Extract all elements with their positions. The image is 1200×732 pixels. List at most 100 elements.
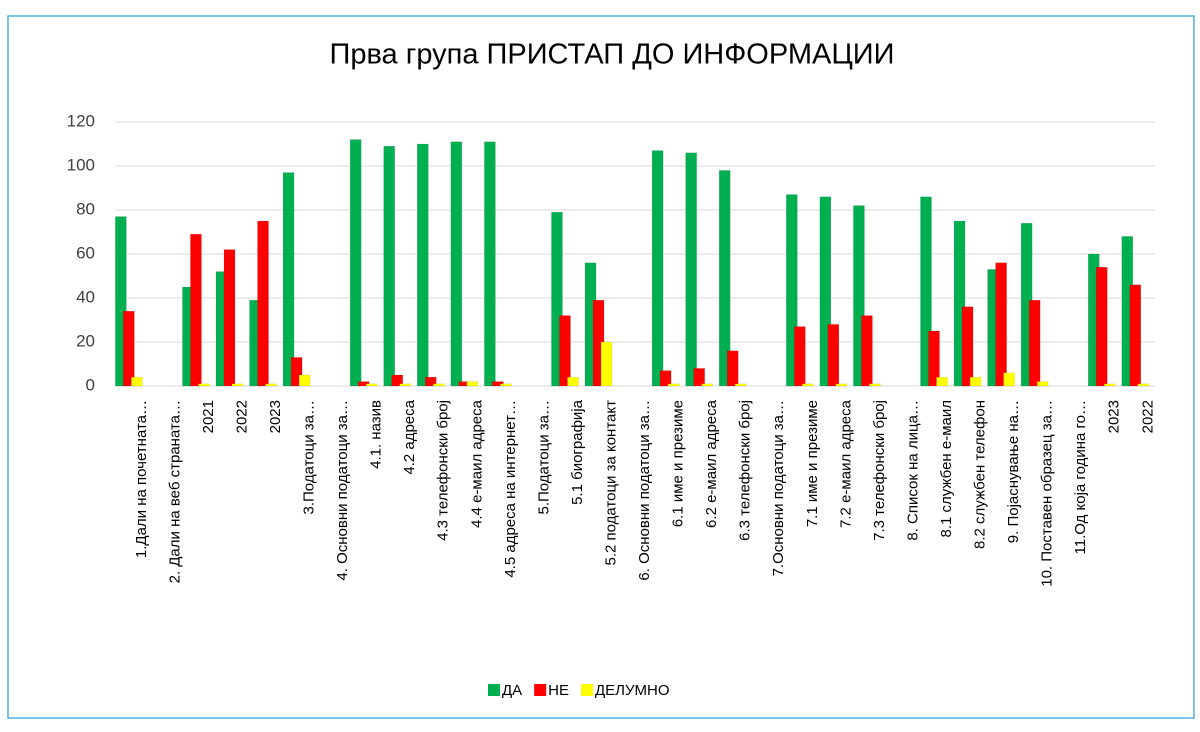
bar xyxy=(693,368,705,387)
bar xyxy=(869,383,881,387)
bar xyxy=(198,383,210,387)
bar xyxy=(450,141,463,387)
x-tick-label: 3.Податоци за… xyxy=(301,400,318,514)
x-tick-label: 8.1 службен е-маил xyxy=(938,400,955,537)
bar xyxy=(391,374,403,387)
bar xyxy=(659,370,672,387)
bar xyxy=(600,341,613,387)
bar xyxy=(559,315,571,387)
y-tick-label: 20 xyxy=(76,331,95,350)
bar xyxy=(231,383,244,387)
x-tick-label: 7.2 е-маил адреса xyxy=(837,399,854,528)
x-tick-label: 9. Појаснување на… xyxy=(1005,400,1022,543)
bar xyxy=(567,376,579,387)
x-tick-label: 4.3 телефонски број xyxy=(435,400,452,541)
bar xyxy=(257,220,269,387)
bar xyxy=(701,383,713,387)
legend-swatch xyxy=(534,684,547,696)
legend-label: ДЕЛУМНО xyxy=(595,682,670,699)
bar xyxy=(667,383,680,387)
bar xyxy=(115,216,127,387)
bar xyxy=(802,383,814,387)
bar xyxy=(365,383,378,387)
y-tick-label: 40 xyxy=(76,287,95,306)
bar xyxy=(734,383,747,387)
bar xyxy=(1036,381,1049,387)
bar xyxy=(551,211,563,387)
bar xyxy=(131,376,143,387)
x-tick-label: 1.Дали на почетната… xyxy=(133,400,150,558)
bar xyxy=(1003,372,1015,387)
y-tick-label: 80 xyxy=(76,199,95,218)
legend-label: НЕ xyxy=(548,682,569,699)
y-tick-label: 0 xyxy=(86,375,95,394)
bar xyxy=(349,139,362,387)
bar xyxy=(1129,284,1142,387)
x-tick-label: 6.3 телефонски број xyxy=(737,400,754,541)
bar xyxy=(383,145,395,387)
legend-swatch xyxy=(581,684,594,696)
bar xyxy=(1028,299,1041,387)
x-tick-label: 4.4 е-маил адреса xyxy=(468,399,485,528)
bar xyxy=(685,152,697,387)
bar xyxy=(718,170,731,387)
x-tick-label: 4.2 адреса xyxy=(401,399,418,474)
x-tick-label: 6. Основни податоци за… xyxy=(636,400,653,581)
bar xyxy=(928,330,940,387)
bar xyxy=(953,220,966,387)
y-tick-label: 120 xyxy=(67,111,95,130)
bar xyxy=(786,194,798,387)
bar xyxy=(223,249,236,387)
x-tick-label: 5.Податоци за… xyxy=(535,400,552,514)
bar xyxy=(961,306,974,387)
x-tick-label: 4.1. назив xyxy=(368,400,385,469)
bar xyxy=(1137,383,1150,387)
bar xyxy=(466,381,479,387)
bar xyxy=(1095,266,1108,387)
bar xyxy=(282,172,295,387)
bar xyxy=(1103,383,1116,387)
bar xyxy=(794,326,806,387)
bar xyxy=(969,376,982,387)
x-tick-label: 2022 xyxy=(1139,400,1156,433)
x-tick-label: 5.1 биографија xyxy=(569,399,586,505)
bar xyxy=(835,383,848,387)
bar xyxy=(290,357,303,387)
legend-label: ДА xyxy=(502,682,522,699)
bar xyxy=(853,205,865,387)
y-tick-label: 60 xyxy=(76,243,95,262)
chart-title: Прва група ПРИСТАП ДО ИНФОРМАЦИИ xyxy=(330,39,895,71)
bar xyxy=(425,376,437,387)
x-tick-label: 2022 xyxy=(233,400,250,433)
bar xyxy=(123,310,135,387)
bar xyxy=(827,324,840,387)
bar xyxy=(726,350,739,387)
x-tick-label: 7.3 телефонски број xyxy=(871,400,888,541)
bar xyxy=(920,196,932,387)
bar xyxy=(936,376,948,387)
bar xyxy=(433,383,445,387)
bar xyxy=(995,262,1007,387)
bar xyxy=(417,143,429,387)
y-tick-label: 100 xyxy=(67,155,95,174)
bar xyxy=(298,374,311,387)
bar xyxy=(190,233,202,387)
bar xyxy=(651,150,664,387)
bar xyxy=(819,196,832,387)
x-tick-label: 8.2 службен телефон xyxy=(972,400,989,549)
bar xyxy=(399,383,411,387)
x-tick-label: 4. Основни податоци за… xyxy=(334,400,351,581)
x-tick-label: 7.1 име и презиме xyxy=(804,400,821,527)
x-tick-label: 2021 xyxy=(200,400,217,433)
x-tick-label: 5.2 податоци за контакт xyxy=(602,400,619,566)
x-tick-label: 2. Дали на веб страната… xyxy=(166,400,183,583)
x-tick-label: 4.5 адреса на интернет… xyxy=(502,400,519,578)
x-tick-label: 2023 xyxy=(267,400,284,433)
x-tick-label: 2023 xyxy=(1106,400,1123,433)
x-tick-label: 6.1 име и презиме xyxy=(670,400,687,527)
x-tick-label: 11.Од која година го… xyxy=(1072,400,1089,554)
bar xyxy=(861,315,873,387)
x-tick-label: 7.Основни податоци за… xyxy=(770,400,787,576)
